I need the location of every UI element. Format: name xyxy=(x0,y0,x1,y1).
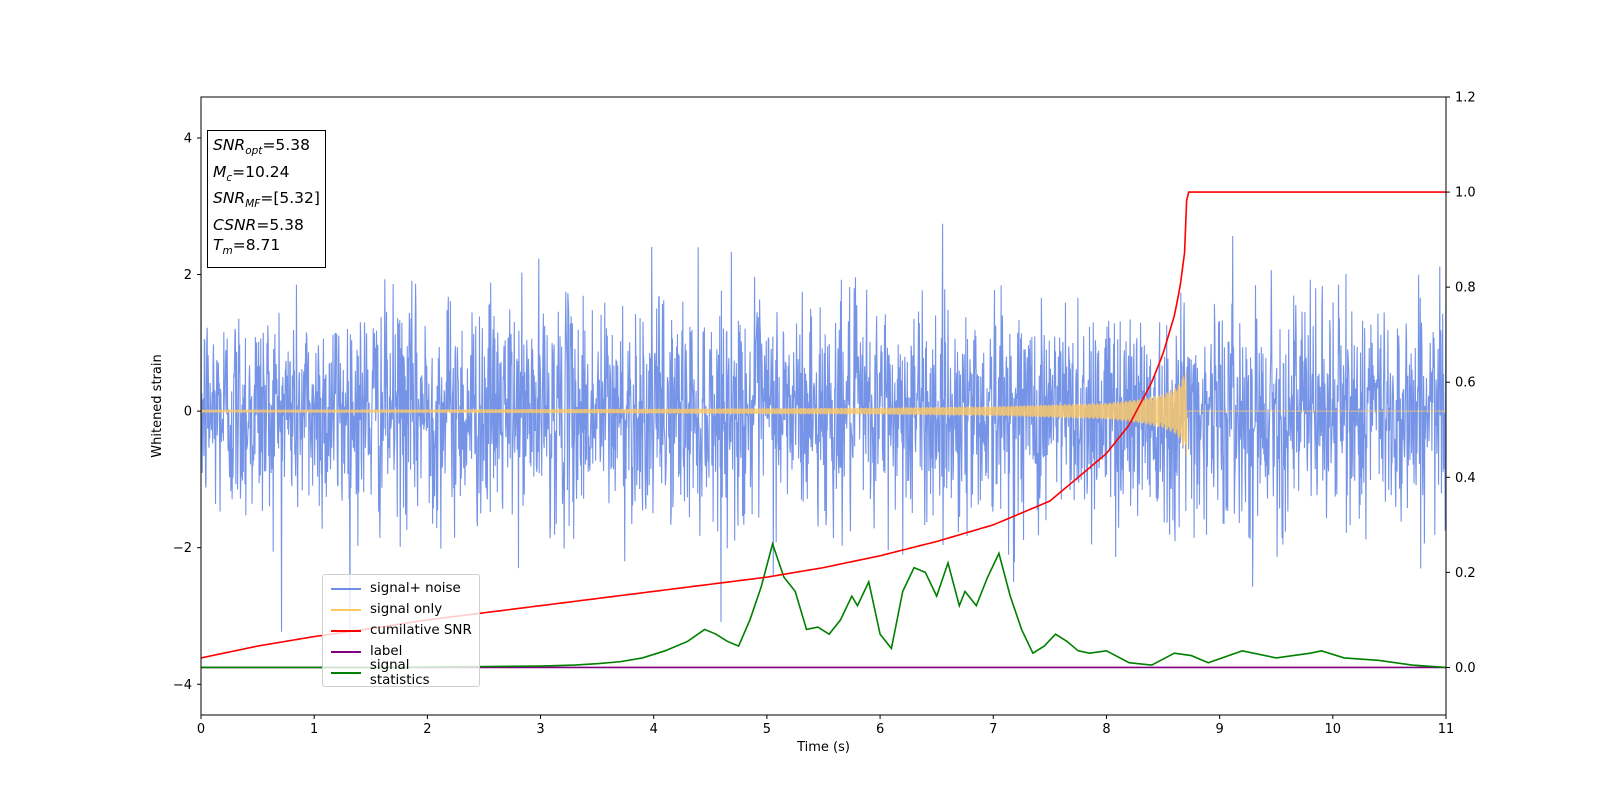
legend-item-signal-only: signal only xyxy=(329,599,473,620)
x-tick-label: 6 xyxy=(876,722,884,737)
series-signal-only-line xyxy=(201,371,1446,457)
y2-tick-label: 1.0 xyxy=(1455,186,1476,201)
y2-tick-label: 0.8 xyxy=(1455,281,1476,296)
y-axis-left: −4 −2 0 2 4 xyxy=(173,131,201,693)
y-tick-label: −4 xyxy=(173,678,192,693)
x-tick-label: 7 xyxy=(989,722,997,737)
x-tick-label: 2 xyxy=(423,722,431,737)
legend-swatch-signal-statistics xyxy=(331,671,361,674)
axes-frame xyxy=(200,96,1447,716)
x-tick-label: 1 xyxy=(310,722,318,737)
legend-item-label: label xyxy=(329,641,473,662)
y-tick-label: 2 xyxy=(184,268,192,283)
y2-tick-label: 1.2 xyxy=(1455,91,1476,106)
legend-swatch-signal-noise xyxy=(331,587,361,590)
legend-item-signal-statistics: signal statistics xyxy=(329,658,473,688)
stats-mc: Mc=10.24 xyxy=(213,162,290,184)
legend-label-label: label xyxy=(370,644,403,659)
legend-swatch-label xyxy=(331,650,361,653)
series-signal-noise-line xyxy=(201,223,1446,641)
x-tick-label: 10 xyxy=(1325,722,1342,737)
legend-label-signal-statistics: signal statistics xyxy=(369,657,430,688)
x-tick-label: 3 xyxy=(536,722,544,737)
x-tick-label: 5 xyxy=(763,722,771,737)
y2-tick-label: 0.4 xyxy=(1455,471,1476,486)
legend-label-signal-only: signal only xyxy=(370,602,443,617)
stats-tm: Tm=8.71 xyxy=(213,236,281,258)
stats-annotation-box: SNRopt=5.38 Mc=10.24 SNRMF=[5.32] CSNR=5… xyxy=(207,130,326,268)
stats-snr-opt: SNRopt=5.38 xyxy=(213,136,310,158)
legend-swatch-cumilative-snr xyxy=(331,629,361,632)
legend-label-signal-noise: signal+ noise xyxy=(370,581,461,596)
y2-tick-label: 0.6 xyxy=(1455,376,1476,391)
x-tick-label: 11 xyxy=(1438,722,1455,737)
x-tick-label: 9 xyxy=(1215,722,1223,737)
x-axis: 0 1 2 3 4 5 6 7 8 9 10 11 xyxy=(197,715,1454,737)
legend-label-cumilative-snr: cumilative SNR xyxy=(370,623,472,638)
y-tick-label: 0 xyxy=(184,405,192,420)
y-tick-label: −2 xyxy=(173,541,192,556)
y2-tick-label: 0.2 xyxy=(1455,566,1476,581)
legend-item-cumilative-snr: cumilative SNR xyxy=(329,620,473,641)
stats-snr-mf: SNRMF=[5.32] xyxy=(213,189,320,211)
stats-csnr: CSNR=5.38 xyxy=(213,215,304,234)
y-axis-label: Whitened strain xyxy=(150,354,165,457)
x-tick-label: 8 xyxy=(1102,722,1110,737)
y-axis-right: 0.0 0.2 0.4 0.6 0.8 1.0 1.2 xyxy=(1446,91,1476,676)
y2-tick-label: 0.0 xyxy=(1455,661,1476,676)
legend-item-signal-noise: signal+ noise xyxy=(329,578,473,599)
x-axis-label: Time (s) xyxy=(796,740,850,755)
legend-swatch-signal-only xyxy=(331,608,361,611)
series-signal-statistics-line xyxy=(201,541,1446,669)
x-tick-label: 0 xyxy=(197,722,205,737)
y-tick-label: 4 xyxy=(184,131,192,146)
legend: signal+ noise signal only cumilative SNR… xyxy=(322,574,480,688)
x-tick-label: 4 xyxy=(650,722,658,737)
